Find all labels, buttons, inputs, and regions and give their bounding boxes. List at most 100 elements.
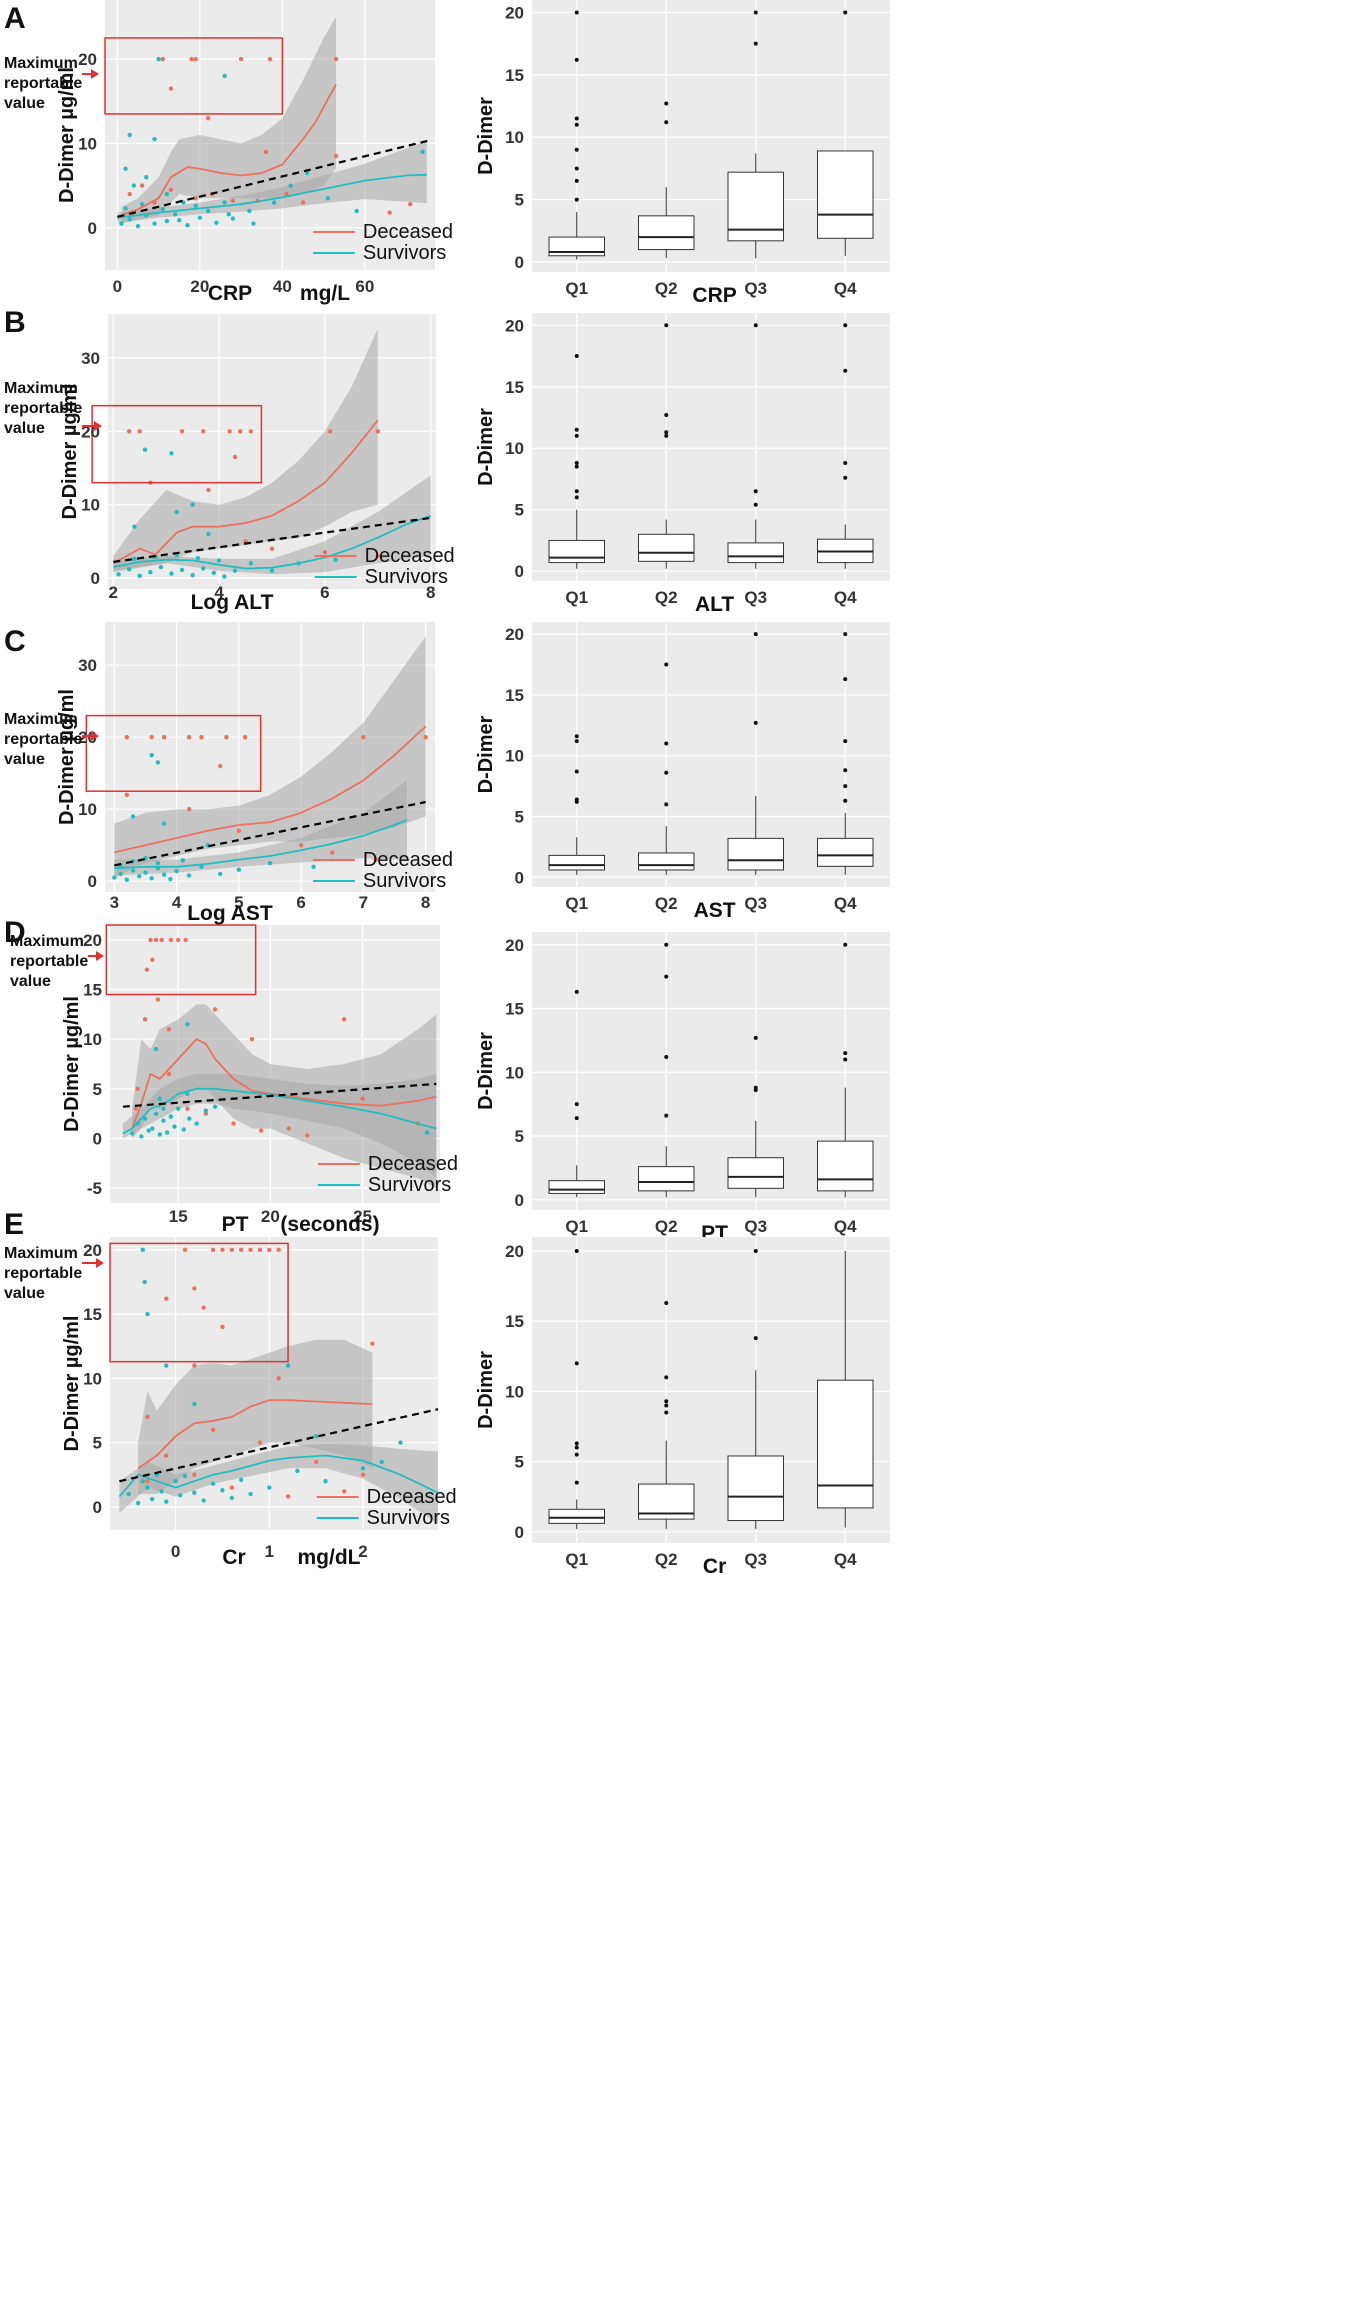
linear-trend-line (113, 516, 431, 563)
y-axis-label: D-Dimer (475, 408, 497, 486)
data-point-survivors (182, 1473, 188, 1479)
data-point-survivors (174, 868, 179, 874)
data-point-survivors (152, 137, 157, 142)
outlier-point (664, 741, 669, 746)
outlier-point (843, 739, 848, 744)
outlier-point (574, 178, 579, 183)
data-point-survivors (168, 876, 173, 882)
data-point-deceased (183, 937, 188, 943)
outlier-point (753, 10, 758, 15)
data-point-deceased (192, 1363, 197, 1368)
data-point-survivors (140, 1247, 145, 1253)
data-point-survivors (156, 56, 161, 62)
data-point-deceased (229, 1247, 235, 1253)
data-point-deceased (249, 1036, 255, 1042)
max-value-highlight-box (109, 1242, 289, 1363)
smooth-curve-survivors (122, 1087, 437, 1135)
note-line: Maximum (4, 1245, 78, 1262)
y-axis-label: D-Dimer µg/ml (56, 67, 78, 203)
plot-background (532, 313, 890, 581)
y-tick-label: 10 (505, 439, 524, 458)
outlier-point (574, 1116, 579, 1121)
data-point-survivors (222, 574, 227, 579)
y-tick-label: 10 (81, 496, 100, 515)
data-point-deceased (267, 1247, 272, 1253)
outlier-point (664, 1410, 669, 1415)
data-point-deceased (206, 487, 211, 493)
panel-letter: B (4, 306, 26, 339)
data-point-deceased (164, 1296, 169, 1301)
data-point-survivors (420, 149, 425, 155)
data-point-deceased (360, 1096, 365, 1101)
legend-label-survivors: Survivors (365, 566, 448, 588)
outlier-point (664, 120, 669, 125)
data-point-survivors (201, 566, 206, 571)
iqr-box (638, 852, 695, 871)
data-point-survivors (161, 1118, 166, 1123)
data-point-deceased (210, 1247, 216, 1253)
x-tick-label: 8 (426, 583, 435, 602)
outlier-point (753, 1085, 758, 1090)
data-point-survivors (216, 558, 222, 563)
legend-label-deceased: Deceased (363, 849, 453, 871)
y-tick-label: 0 (515, 253, 524, 272)
outlier-point (574, 197, 579, 202)
panel-letter: E (4, 1208, 24, 1241)
outlier-point (574, 1102, 579, 1107)
box-q4 (817, 942, 874, 1198)
data-point-deceased (236, 828, 242, 833)
outlier-point (664, 1054, 669, 1059)
box-q4 (817, 10, 874, 256)
data-point-survivors (153, 1111, 159, 1116)
data-point-survivors (180, 858, 186, 863)
data-point-survivors (181, 1127, 186, 1132)
outlier-point (574, 433, 579, 438)
y-tick-label: 20 (505, 625, 524, 644)
data-point-survivors (239, 1477, 244, 1483)
x-tick-label: 20 (261, 1207, 280, 1226)
data-point-deceased (155, 997, 161, 1002)
confidence-band-deceased (121, 16, 336, 224)
y-tick-label: 5 (93, 1080, 102, 1099)
outlier-point (753, 323, 758, 328)
x-axis-label: CRP (208, 282, 252, 305)
data-point-survivors (164, 1130, 170, 1135)
data-point-deceased (192, 1472, 197, 1477)
y-axis-label: D-Dimer (475, 1351, 497, 1429)
data-point-survivors (173, 1478, 178, 1484)
data-point-survivors (132, 524, 137, 529)
y-tick-label: 15 (83, 1305, 102, 1324)
data-point-deceased (160, 56, 165, 62)
y-tick-label: 20 (505, 316, 524, 335)
x-tick-label: 2 (358, 1542, 367, 1561)
data-point-deceased (276, 1247, 281, 1253)
outlier-point (843, 632, 848, 637)
outlier-point (664, 770, 669, 775)
data-point-survivors (123, 206, 128, 211)
box-q3 (727, 1249, 784, 1529)
data-point-deceased (133, 1106, 139, 1111)
data-point-survivors (192, 1401, 197, 1407)
data-point-survivors (360, 1466, 366, 1471)
iqr-box (817, 1379, 874, 1509)
outlier-point (574, 734, 579, 739)
x-tick-label: 40 (273, 277, 292, 296)
category-label: Q1 (565, 1217, 588, 1236)
outlier-point (664, 974, 669, 979)
x-axis-unit: mg/dL (298, 1546, 361, 1569)
data-point-survivors (169, 571, 174, 576)
note-line: value (4, 1285, 45, 1302)
data-point-deceased (322, 550, 328, 555)
x-tick-label: 6 (320, 583, 329, 602)
y-axis-label: D-Dimer µg/ml (59, 384, 81, 520)
outlier-point (843, 942, 848, 947)
data-point-survivors (140, 1478, 145, 1484)
outlier-point (664, 413, 669, 418)
smooth-curve-survivors (114, 819, 408, 870)
data-point-survivors (174, 509, 179, 515)
data-point-survivors (288, 183, 293, 188)
data-point-deceased (148, 937, 153, 943)
outlier-point (843, 1051, 848, 1056)
